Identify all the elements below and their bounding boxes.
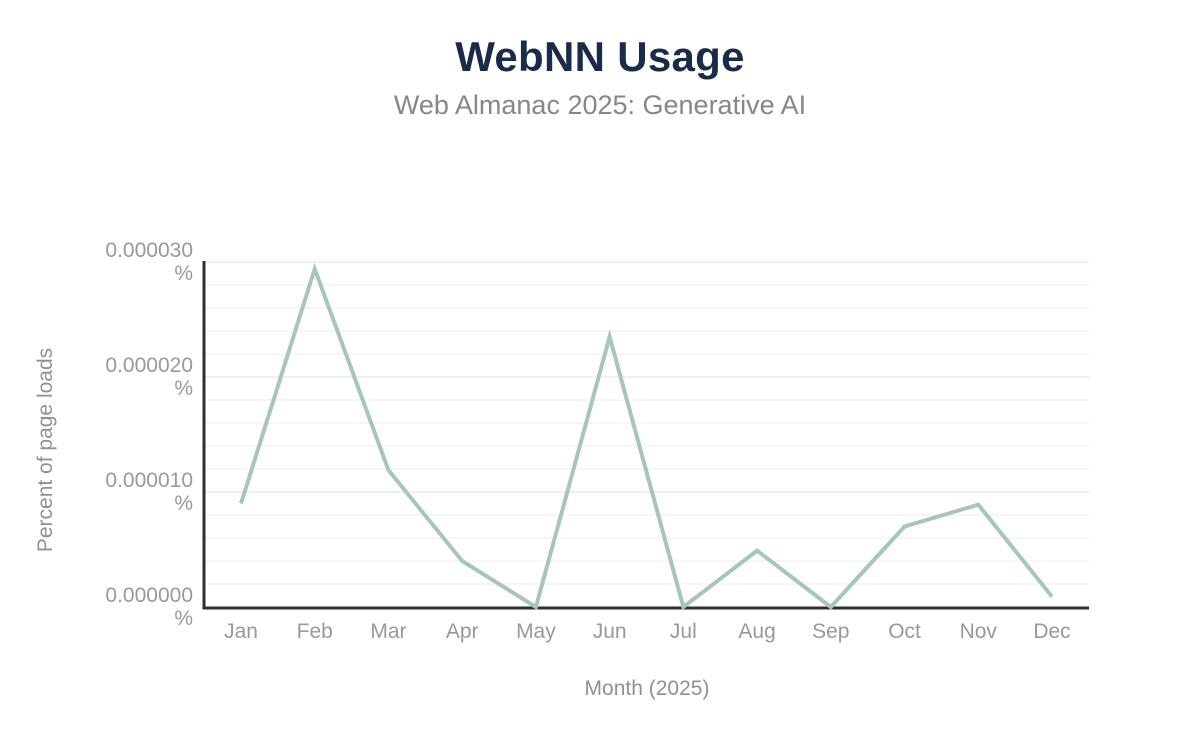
data-line-series bbox=[239, 262, 1054, 611]
x-tick-label: Dec bbox=[1033, 620, 1071, 643]
y-tick-label: 0.000010% bbox=[33, 469, 193, 515]
y-tick-unit: % bbox=[174, 377, 193, 400]
y-tick-value: 0.000000 bbox=[105, 584, 193, 607]
y-tick-value: 0.000020 bbox=[105, 354, 193, 377]
x-tick-label: Aug bbox=[738, 620, 776, 643]
x-tick-label: Mar bbox=[370, 620, 407, 643]
y-tick-unit: % bbox=[174, 607, 193, 630]
x-axis-title: Month (2025) bbox=[584, 677, 710, 700]
chart-title: WebNN Usage bbox=[455, 33, 745, 80]
x-tick-label: Feb bbox=[296, 620, 333, 643]
y-tick-label: 0.000000% bbox=[33, 584, 193, 630]
y-tick-value: 0.000010 bbox=[105, 469, 193, 492]
x-tick-label: Jul bbox=[669, 620, 697, 643]
y-tick-value: 0.000030 bbox=[105, 239, 193, 262]
x-tick-label: Oct bbox=[888, 620, 921, 643]
chart-subtitle: Web Almanac 2025: Generative AI bbox=[393, 90, 807, 120]
x-tick-label: Nov bbox=[959, 620, 997, 643]
y-tick-unit: % bbox=[174, 492, 193, 515]
x-tick-label: Jun bbox=[592, 620, 627, 643]
x-tick-label: May bbox=[516, 620, 556, 643]
y-tick-unit: % bbox=[174, 262, 193, 285]
x-tick-label: Sep bbox=[812, 620, 850, 643]
y-tick-label: 0.000030% bbox=[33, 239, 193, 285]
x-tick-label: Jan bbox=[224, 620, 258, 643]
y-tick-label: 0.000020% bbox=[33, 354, 193, 400]
y-axis-title: Percent of page loads bbox=[34, 347, 57, 553]
x-tick-label: Apr bbox=[445, 620, 479, 643]
